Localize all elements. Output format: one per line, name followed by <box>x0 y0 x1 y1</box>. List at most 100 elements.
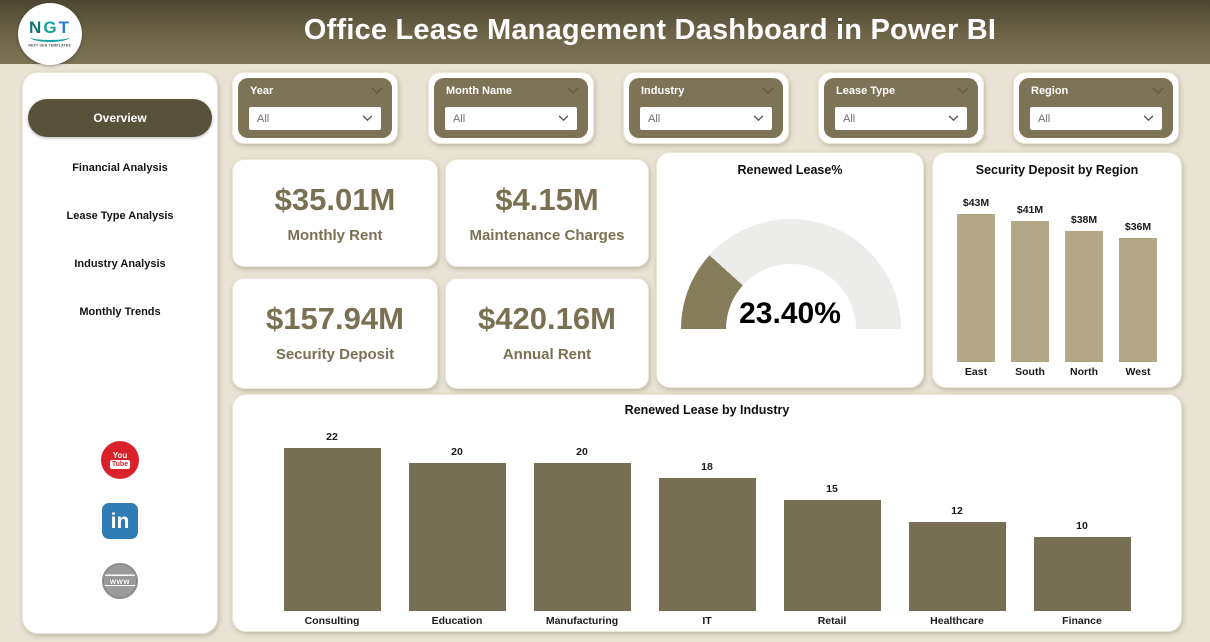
bar-rect[interactable] <box>1011 221 1049 362</box>
bar-value-label: $38M <box>1070 214 1098 226</box>
chevron-down-icon <box>948 115 959 122</box>
chevron-down-icon[interactable] <box>371 87 383 95</box>
sidebar-item-financial-analysis[interactable]: Financial Analysis <box>72 162 168 174</box>
chevron-down-icon <box>362 115 373 122</box>
bar-rect[interactable] <box>1065 231 1103 362</box>
ngt-logo: NGT NEXT GEN TEMPLATES <box>18 3 82 65</box>
gauge-value-label: 23.40% <box>739 297 841 330</box>
filter-industry-dropdown[interactable]: All <box>640 107 772 130</box>
bar-value-label: 15 <box>826 483 838 495</box>
filter-industry: Industry All <box>623 72 789 144</box>
social-links: You Tube in www <box>23 441 217 599</box>
filter-selected-value: All <box>257 112 270 125</box>
sidebar-item-lease-type-analysis[interactable]: Lease Type Analysis <box>66 210 174 222</box>
bar-category-label: Retail <box>817 615 847 627</box>
filter-region-dropdown[interactable]: All <box>1030 107 1162 130</box>
page-title: Office Lease Management Dashboard in Pow… <box>303 14 997 46</box>
website-globe-icon[interactable]: www <box>102 563 138 599</box>
bar-rect[interactable] <box>658 478 756 611</box>
kpi-label: Maintenance Charges <box>469 227 625 244</box>
chevron-down-icon[interactable] <box>567 87 579 95</box>
bar-north[interactable]: $38M North <box>1057 214 1111 378</box>
kpi-annual-rent: $420.16M Annual Rent <box>445 278 649 389</box>
chevron-down-icon[interactable] <box>762 87 774 95</box>
chart-title: Renewed Lease by Industry <box>624 403 790 417</box>
sidebar-item-overview[interactable]: Overview <box>28 99 212 137</box>
bar-it[interactable]: 18 IT <box>645 461 770 627</box>
kpi-value: $35.01M <box>274 182 396 217</box>
linkedin-icon[interactable]: in <box>102 503 138 539</box>
header: Office Lease Management Dashboard in Pow… <box>0 0 1210 64</box>
kpi-label: Security Deposit <box>275 346 395 363</box>
bar-south[interactable]: $41M South <box>1003 204 1057 378</box>
bar-rect[interactable] <box>783 500 881 611</box>
bar-rect[interactable] <box>283 448 381 611</box>
filter-selected-value: All <box>1038 112 1051 125</box>
filter-year-dropdown[interactable]: All <box>249 107 381 130</box>
bar-manufacturing[interactable]: 20 Manufacturing <box>520 446 645 627</box>
logo-subtext: NEXT GEN TEMPLATES <box>28 43 72 48</box>
bar-education[interactable]: 20 Education <box>395 446 520 627</box>
chevron-down-icon <box>558 115 569 122</box>
bar-rect[interactable] <box>908 522 1006 611</box>
filter-lease-type-dropdown[interactable]: All <box>835 107 967 130</box>
bar-value-label: $43M <box>962 197 990 209</box>
bar-category-label: IT <box>702 615 712 627</box>
bar-west[interactable]: $36M West <box>1111 221 1165 378</box>
kpi-value: $4.15M <box>495 182 599 217</box>
filter-label: Year <box>250 85 274 97</box>
chart-title: Security Deposit by Region <box>975 163 1139 177</box>
kpi-maintenance-charges: $4.15M Maintenance Charges <box>445 159 649 267</box>
kpi-label: Annual Rent <box>502 346 592 363</box>
gauge-arc <box>681 219 901 331</box>
bar-rect[interactable] <box>1033 537 1131 611</box>
chart-renewed-lease-by-industry: Renewed Lease by Industry 22 Consulting 20… <box>232 394 1182 632</box>
kpi-security-deposit: $157.94M Security Deposit <box>232 278 438 389</box>
filter-label: Region <box>1031 85 1069 97</box>
bar-category-label: Manufacturing <box>545 615 619 627</box>
chevron-down-icon[interactable] <box>957 87 969 95</box>
bar-category-label: Healthcare <box>930 615 984 627</box>
chevron-down-icon <box>753 115 764 122</box>
filter-label: Lease Type <box>836 85 896 97</box>
sidebar: Overview Financial Analysis Lease Type A… <box>22 72 218 634</box>
chevron-down-icon[interactable] <box>1152 87 1164 95</box>
bar-value-label: 12 <box>951 505 963 517</box>
chevron-down-icon <box>1143 115 1154 122</box>
youtube-icon[interactable]: You Tube <box>101 441 139 479</box>
bar-rect[interactable] <box>957 214 995 362</box>
bar-healthcare[interactable]: 12 Healthcare <box>895 505 1020 627</box>
bar-value-label: 10 <box>1076 520 1088 532</box>
chart-title: Renewed Lease% <box>737 163 843 177</box>
bar-rect[interactable] <box>1119 238 1157 362</box>
sidebar-item-monthly-trends[interactable]: Monthly Trends <box>79 306 161 318</box>
bar-category-label: Consulting <box>304 615 360 627</box>
industry-bar-chart: 22 Consulting 20 Education 20 Manufacturing 18… <box>233 431 1181 627</box>
filter-selected-value: All <box>648 112 661 125</box>
filter-label: Month Name <box>446 85 512 97</box>
kpi-monthly-rent: $35.01M Monthly Rent <box>232 159 438 267</box>
bar-category-label: West <box>1125 366 1151 378</box>
filter-region: Region All <box>1013 72 1179 144</box>
kpi-value: $420.16M <box>478 301 616 336</box>
bar-rect[interactable] <box>533 463 631 611</box>
bar-rect[interactable] <box>408 463 506 611</box>
bar-value-label: $41M <box>1016 204 1044 216</box>
kpi-value: $157.94M <box>266 301 404 336</box>
bar-retail[interactable]: 15 Retail <box>770 483 895 627</box>
kpi-label: Monthly Rent <box>287 227 383 244</box>
logo-swoosh-icon <box>30 32 70 42</box>
chart-security-deposit-by-region: Security Deposit by Region $43M East $41M S… <box>932 152 1182 388</box>
sidebar-item-industry-analysis[interactable]: Industry Analysis <box>74 258 166 270</box>
bar-value-label: 22 <box>326 431 338 443</box>
bar-category-label: Finance <box>1062 615 1102 627</box>
bar-east[interactable]: $43M East <box>949 197 1003 378</box>
bar-finance[interactable]: 10 Finance <box>1020 520 1145 627</box>
filter-selected-value: All <box>843 112 856 125</box>
filter-month-name-dropdown[interactable]: All <box>445 107 577 130</box>
bar-consulting[interactable]: 22 Consulting <box>270 431 395 627</box>
chart-renewed-lease-gauge: Renewed Lease% 23.40% <box>656 152 924 388</box>
filter-month-name: Month Name All <box>428 72 594 144</box>
bar-value-label: 20 <box>576 446 588 458</box>
